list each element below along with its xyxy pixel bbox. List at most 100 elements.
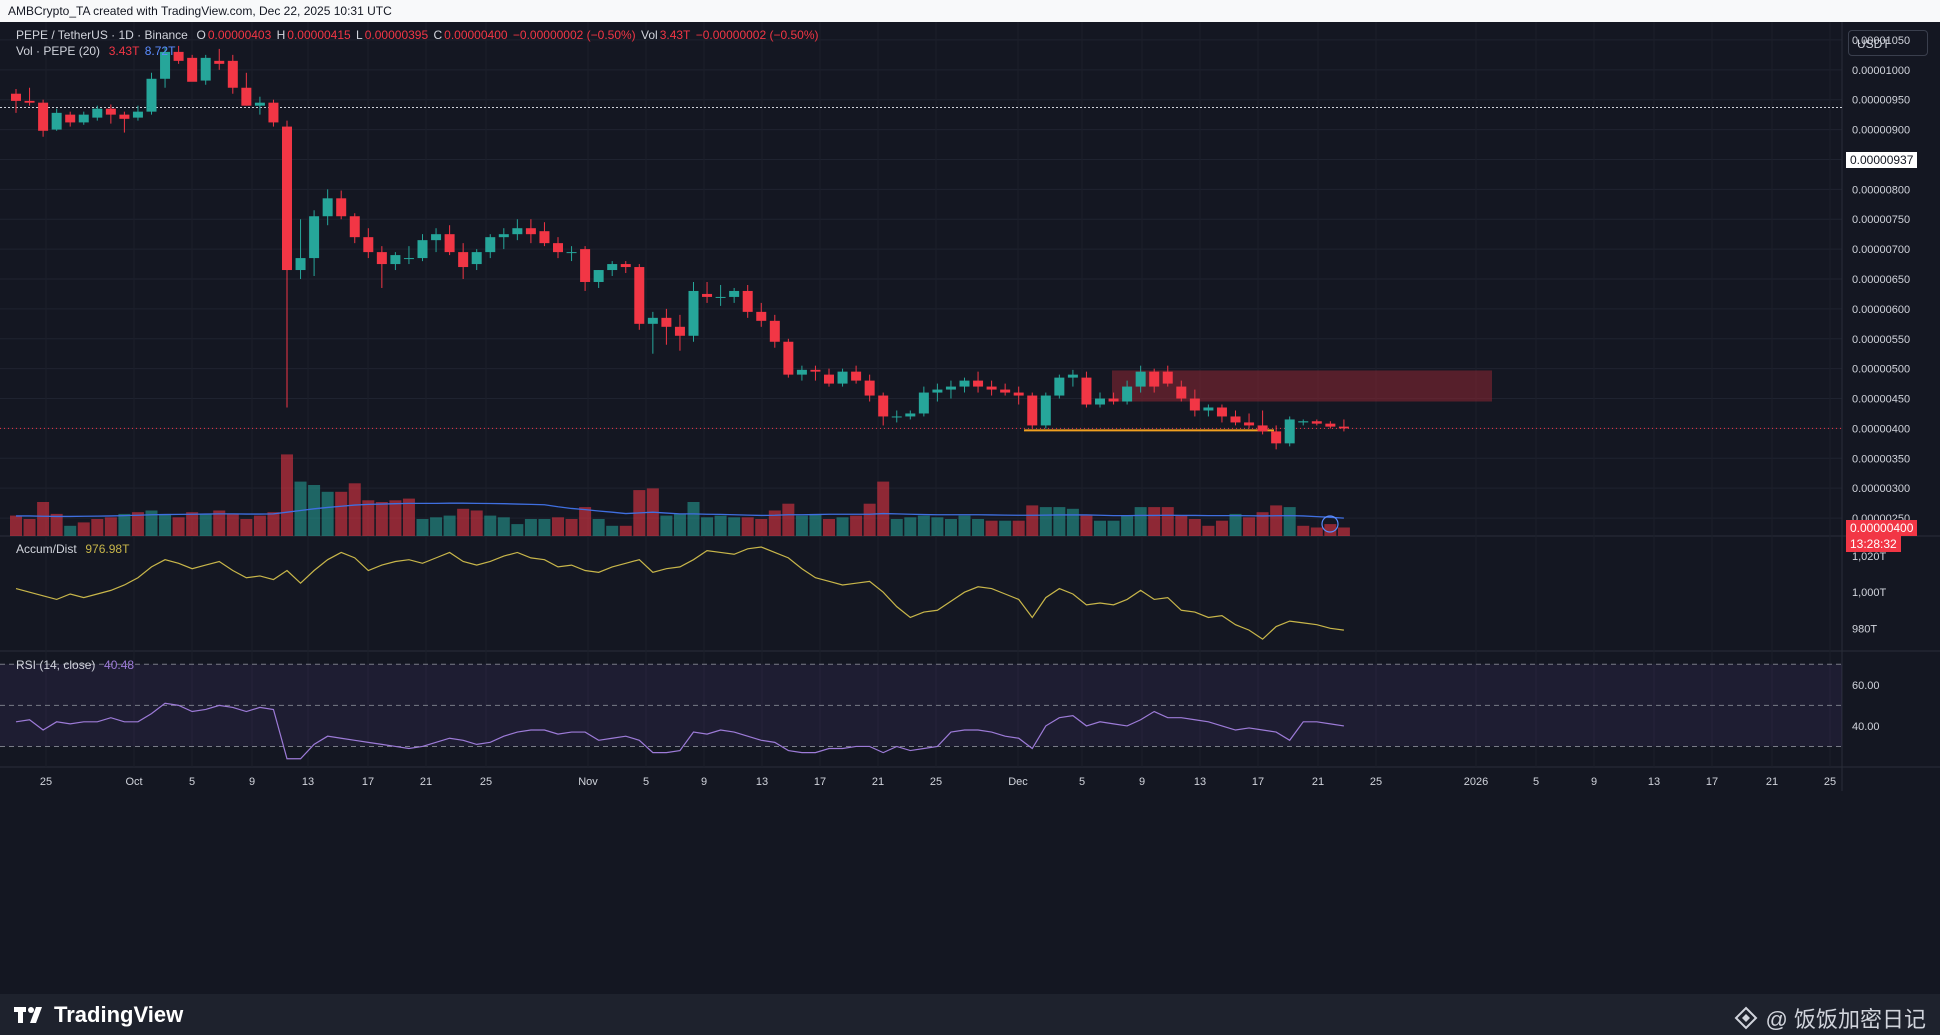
volume-bar — [213, 510, 226, 536]
candle-body — [390, 255, 401, 265]
volume-bar — [1337, 527, 1350, 536]
time-tick-label: 21 — [420, 776, 432, 788]
tradingview-logo[interactable]: TradingView — [14, 1002, 183, 1028]
candle-body — [1162, 371, 1173, 384]
volume-bar — [1161, 507, 1174, 536]
rsi-legend: RSI (14, close) 40.48 — [16, 658, 136, 672]
price-tick-label: 0.00000350 — [1852, 453, 1910, 465]
candle-body — [1095, 398, 1105, 405]
candle-body — [620, 264, 631, 268]
vol-line-label: Vol · PEPE (20) — [16, 44, 101, 58]
candle-body — [986, 386, 997, 390]
volume-bar — [443, 515, 456, 536]
candle-body — [403, 258, 414, 260]
vol-line-value2: 8.72T — [144, 44, 176, 58]
vol-line-value1: 3.43T — [108, 44, 140, 58]
footer-bar: TradingView @ 饭饭加密日记 — [0, 994, 1940, 1035]
candle-body — [1216, 407, 1227, 417]
volume-bar — [823, 519, 835, 536]
volume-bar — [1121, 515, 1134, 536]
watermark-text: @ 饭饭加密日记 — [1765, 1007, 1926, 1032]
time-tick-label: Dec — [1008, 776, 1028, 788]
candle-body — [647, 317, 658, 324]
vol-value: 3.43T — [659, 28, 691, 42]
binance-diamond-icon — [1734, 1006, 1757, 1030]
time-tick-label: 5 — [1533, 776, 1539, 788]
volume-bar — [1297, 525, 1310, 536]
time-tick-label: 17 — [814, 776, 826, 788]
volume-bar — [1202, 525, 1215, 536]
candle-body — [1027, 395, 1038, 426]
attribution-text: AMBCrypto_TA created with TradingView.co… — [8, 4, 392, 18]
volume-bar — [77, 522, 90, 536]
candle-body — [1203, 407, 1214, 411]
volume-bar — [673, 513, 686, 536]
time-tick-label: 17 — [1252, 776, 1264, 788]
candle-body — [1000, 389, 1011, 393]
volume-bar — [795, 515, 808, 536]
candle-body — [309, 216, 320, 259]
candle-body — [1040, 395, 1051, 426]
candle-body — [932, 389, 943, 393]
rsi-line — [15, 702, 1344, 760]
candle-body — [702, 293, 713, 297]
chart-area[interactable]: 0.00001050 0.00001000 0.00000950 0.00000900… — [0, 22, 1940, 994]
volume-bar — [240, 519, 253, 536]
volume-bar — [511, 524, 524, 536]
candle-body — [444, 234, 455, 253]
high-value: 0.00000415 — [287, 28, 351, 42]
volume-ma-line — [16, 502, 1344, 519]
currency-button[interactable]: USDT — [1848, 30, 1928, 56]
candle-body — [498, 234, 509, 238]
rsi-value: 40.48 — [104, 658, 135, 672]
ad-tick-label: 980T — [1852, 623, 1877, 635]
candle-body — [593, 270, 604, 282]
volume-bar — [809, 513, 822, 536]
candle-body — [485, 237, 496, 253]
volume-bar — [877, 481, 890, 536]
volume-bar — [538, 519, 551, 536]
candle-body — [1013, 392, 1024, 396]
volume-bar — [579, 507, 592, 536]
candle-body — [241, 87, 252, 106]
volume-bar — [1215, 520, 1228, 536]
volume-bar — [1243, 517, 1256, 536]
watermark: @ 饭饭加密日记 — [1734, 1002, 1926, 1034]
volume-bar — [362, 500, 375, 536]
candle-body — [268, 102, 279, 123]
ad-value: 976.98T — [85, 542, 130, 556]
volume-bar — [484, 515, 497, 536]
candle-body — [1081, 377, 1092, 405]
volume-bar — [890, 519, 903, 536]
time-tick-label: 21 — [872, 776, 884, 788]
volume-bar — [308, 485, 321, 536]
time-tick-label: 25 — [930, 776, 942, 788]
time-tick-label: 9 — [249, 776, 255, 788]
time-tick-label: 17 — [362, 776, 374, 788]
candle-body — [674, 326, 685, 336]
time-tick-label: 9 — [1591, 776, 1597, 788]
volume-bar — [281, 454, 293, 536]
volume-bar — [972, 519, 985, 536]
time-tick-label: 21 — [1312, 776, 1324, 788]
volume-bar — [1324, 524, 1337, 536]
volume-bar — [660, 515, 673, 536]
price-tick-label: 0.00000600 — [1852, 304, 1910, 316]
volume-bar — [1175, 515, 1188, 536]
candle-body — [525, 228, 536, 235]
volume-bar — [145, 510, 158, 536]
rsi-tick-label: 40.00 — [1852, 721, 1880, 733]
volume-bar — [1053, 507, 1066, 536]
candle-body — [458, 252, 469, 268]
volume-bar — [470, 510, 483, 536]
candle-body — [1189, 398, 1200, 411]
price-tick-label: 0.00000900 — [1852, 125, 1910, 137]
low-label: L — [356, 28, 363, 42]
candle-body — [11, 93, 21, 101]
candle-body — [173, 51, 184, 61]
ad-label: Accum/Dist — [16, 542, 77, 556]
volume-bar — [199, 513, 212, 536]
candle-body — [661, 317, 672, 327]
chart-canvas[interactable]: 0.00001050 0.00001000 0.00000950 0.00000900… — [0, 22, 1940, 994]
candle-body — [715, 296, 726, 298]
